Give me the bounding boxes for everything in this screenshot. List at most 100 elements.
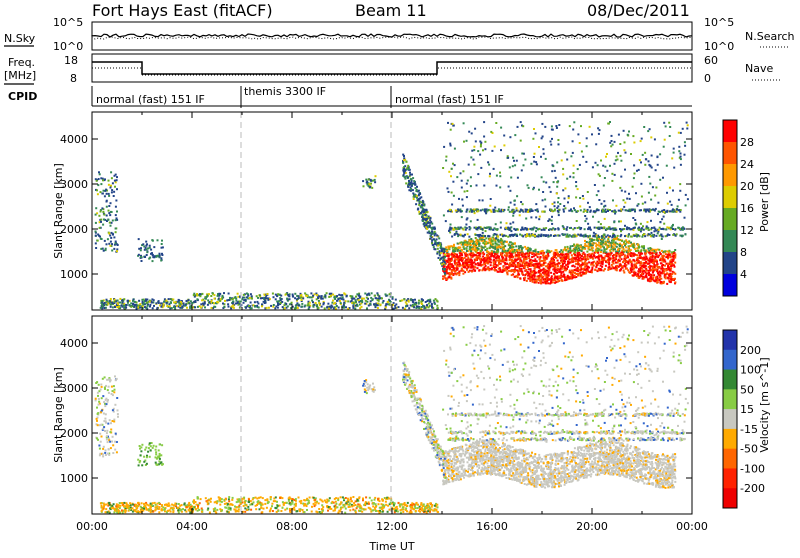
echo-cell <box>452 181 454 183</box>
echo-cell <box>418 198 420 200</box>
echo-cell <box>447 122 449 124</box>
echo-cell <box>482 253 484 255</box>
echo-cell <box>620 208 622 210</box>
echo-cell <box>491 246 493 248</box>
nsearch-tick-top: 10^5 <box>704 16 734 29</box>
echo-cell <box>330 295 332 297</box>
echo-cell <box>494 270 496 272</box>
echo-cell <box>619 143 621 145</box>
echo-cell <box>577 267 579 269</box>
echo-cell <box>452 265 454 267</box>
echo-cell <box>625 246 627 248</box>
echo-cell <box>623 260 625 262</box>
echo-cell <box>450 129 452 131</box>
echo-cell <box>584 215 586 217</box>
echo-cell <box>623 149 625 151</box>
echo-cell <box>488 226 490 228</box>
nave-tick-top: 60 <box>704 54 718 67</box>
echo-cell <box>662 255 664 257</box>
echo-cell <box>680 132 682 134</box>
echo-cell <box>608 263 610 265</box>
echo-cell <box>595 245 597 247</box>
echo-cell <box>597 250 599 252</box>
echo-cell <box>223 292 225 294</box>
echo-cell <box>416 195 418 197</box>
echo-cell <box>108 193 110 195</box>
echo-cell <box>589 249 591 251</box>
echo-cell <box>663 216 665 218</box>
echo-cell <box>98 215 100 217</box>
echo-cell <box>570 155 572 157</box>
echo-cell <box>517 266 519 268</box>
echo-cell <box>542 199 544 201</box>
echo-cell <box>188 302 190 304</box>
echo-cell <box>361 301 363 303</box>
echo-cell <box>563 260 565 262</box>
echo-cell <box>106 243 108 245</box>
echo-cell <box>313 306 315 308</box>
echo-cell <box>494 207 496 209</box>
echo-cell <box>470 185 472 187</box>
echo-cell <box>301 303 303 305</box>
echo-cell <box>377 307 379 309</box>
echo-cell <box>95 242 97 244</box>
echo-cell <box>673 255 675 257</box>
echo-cell <box>347 300 349 302</box>
echo-cell <box>590 229 592 231</box>
echo-cell <box>424 214 426 216</box>
echo-cell <box>140 247 142 249</box>
echo-cell <box>663 272 665 274</box>
echo-cell <box>655 253 657 255</box>
echo-cell <box>554 279 556 281</box>
echo-cell <box>682 226 684 228</box>
echo-cell <box>408 301 410 303</box>
echo-cell <box>597 269 599 271</box>
echo-cell <box>263 301 265 303</box>
echo-cell <box>543 181 545 183</box>
echo-cell <box>401 299 403 301</box>
echo-cell <box>520 121 522 123</box>
echo-cell <box>628 245 630 247</box>
echo-cell <box>536 210 538 212</box>
echo-cell <box>630 249 632 251</box>
echo-cell <box>513 160 515 162</box>
echo-cell <box>475 259 477 261</box>
echo-cell <box>466 217 468 219</box>
echo-cell <box>633 142 635 144</box>
echo-cell <box>605 248 607 250</box>
echo-cell <box>501 254 503 256</box>
echo-cell <box>604 268 606 270</box>
echo-cell <box>569 176 571 178</box>
echo-cell <box>638 229 640 231</box>
echo-cell <box>607 261 609 263</box>
echo-cell <box>598 199 600 201</box>
echo-cell <box>540 265 542 267</box>
echo-cell <box>615 159 617 161</box>
echo-cell <box>613 248 615 250</box>
echo-cell <box>420 196 422 198</box>
echo-cell <box>519 249 521 251</box>
echo-cell <box>334 296 336 298</box>
echo-cell <box>106 206 108 208</box>
echo-cell <box>471 211 473 213</box>
echo-cell <box>600 255 602 257</box>
echo-cell <box>521 268 523 270</box>
echo-cell <box>161 254 163 256</box>
echo-cell <box>495 243 497 245</box>
echo-cell <box>407 186 409 188</box>
echo-cell <box>245 299 247 301</box>
echo-cell <box>547 279 549 281</box>
echo-cell <box>558 263 560 265</box>
echo-cell <box>477 252 479 254</box>
echo-cell <box>339 300 341 302</box>
echo-cell <box>507 209 509 211</box>
echo-cell <box>525 211 527 213</box>
echo-cell <box>450 224 452 226</box>
echo-cell <box>512 157 514 159</box>
echo-cell <box>550 263 552 265</box>
echo-cell <box>571 210 573 212</box>
echo-cell <box>102 211 104 213</box>
echo-cell <box>570 208 572 210</box>
echo-cell <box>180 301 182 303</box>
nsearch-tick-bottom: 10^0 <box>704 40 734 53</box>
